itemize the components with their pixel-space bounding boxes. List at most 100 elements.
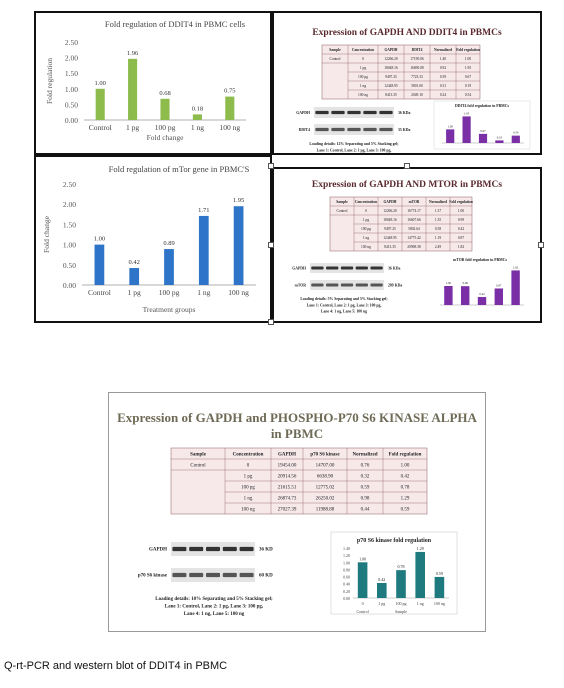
table-cell: 0.59 — [401, 507, 410, 512]
mini-data-label: 0.54 — [513, 131, 519, 135]
x-tick-label: 1 pg — [128, 288, 141, 297]
y-tick-label: 0.50 — [63, 261, 76, 270]
gapdh-mtor-figure: Expression of GAPDH AND MTOR in PBMCs Sam… — [292, 180, 531, 316]
table-cell: Control — [337, 209, 348, 213]
mini-group-label: Sample — [395, 609, 407, 614]
blot-band — [331, 110, 345, 115]
y-axis-label: Fold regulation — [45, 58, 54, 104]
mini-bar — [494, 288, 503, 305]
mini-data-label: 0.59 — [436, 571, 443, 576]
mini-x-tick: 1 pg — [378, 601, 385, 606]
table-cell: 21615.51 — [278, 485, 297, 490]
table-cell: 27027.39 — [278, 507, 297, 512]
mini-x-tick: 100 pg — [396, 601, 407, 606]
blot-label: p70 S6 kinase — [138, 574, 168, 579]
mini-data-label: 1.00 — [359, 556, 366, 561]
mini-data-label: 1.82 — [513, 265, 519, 269]
x-tick-label: 1 ng — [191, 123, 204, 132]
x-axis-label: Treatment groups — [143, 305, 196, 314]
table-cell: 0 — [362, 57, 364, 61]
data-label: 0.42 — [129, 259, 140, 266]
table-cell: 12266.20 — [384, 57, 398, 61]
table-cell: 9497.25 — [385, 75, 397, 79]
mini-data-label: 0.19 — [497, 135, 503, 139]
table-cell: 100 ng — [361, 245, 371, 249]
mini-bar — [377, 583, 387, 598]
table-header: Normalized — [434, 48, 452, 52]
table-header: Concentration — [233, 452, 264, 457]
bar — [225, 96, 235, 120]
data-label: 0.89 — [163, 240, 174, 247]
table-header: GAPDH — [384, 200, 397, 204]
mini-bar — [444, 286, 453, 305]
table-cell: 26250.02 — [316, 496, 335, 501]
blot-band — [379, 127, 393, 132]
mini-bar — [478, 133, 488, 143]
table-cell: 0.59 — [361, 485, 370, 490]
table-header: GAPDH — [385, 48, 398, 52]
table-cell: 2.49 — [435, 245, 441, 249]
resize-handle[interactable] — [538, 242, 544, 248]
blot-band — [172, 572, 187, 578]
x-tick-label: 1 ng — [197, 288, 210, 297]
mini-data-label: 0.42 — [479, 292, 485, 296]
table-cell: 1.00 — [458, 209, 464, 213]
mini-data-label: 1.00 — [446, 281, 452, 285]
data-label: 1.96 — [127, 50, 139, 57]
figure-title: Expression of GAPDH AND MTOR in PBMCs — [312, 180, 502, 190]
table-header: Concentration — [352, 48, 374, 52]
blot-band — [206, 546, 220, 552]
mini-x-tick: 1 ng — [417, 601, 424, 606]
table-header: Sample — [336, 200, 348, 204]
blot-size: 36 KDa — [398, 111, 410, 115]
table-cell: 17190.06 — [410, 57, 424, 61]
table-cell: 11988.88 — [316, 507, 335, 512]
table-cell: 1.40 — [440, 57, 446, 61]
resize-handle[interactable] — [268, 163, 274, 169]
table-cell: 0.42 — [401, 474, 410, 479]
y-tick-label: 2.50 — [63, 180, 76, 189]
data-label: 1.71 — [198, 207, 209, 214]
table-cell: 7723.33 — [411, 75, 423, 79]
figure-caption: Q-rt-PCR and western blot of DDIT4 in PB… — [4, 660, 228, 672]
y-tick-label: 0.50 — [65, 100, 78, 109]
mini-data-label: 0.78 — [398, 564, 405, 569]
y-tick-label: 2.00 — [65, 54, 78, 63]
table-cell: 18048.16 — [383, 218, 397, 222]
mini-group-label: Control — [356, 609, 369, 614]
table-cell: 100 ng — [241, 507, 255, 512]
figure-title: in PBMC — [271, 426, 323, 441]
mini-data-label: 1.95 — [464, 111, 470, 115]
table-cell: 26874.73 — [278, 496, 297, 501]
resize-handle[interactable] — [404, 163, 410, 169]
table-cell: 12266.20 — [383, 209, 397, 213]
table-cell: 14775.42 — [407, 236, 421, 240]
table-cell: 0.42 — [458, 227, 464, 231]
mini-data-label: 0.87 — [496, 283, 502, 287]
blot-band — [331, 127, 345, 132]
chart-title: Fold regulation of mTor gene in PBMC'S — [109, 164, 250, 174]
mini-y-tick: 0.80 — [343, 567, 350, 572]
data-label: 0.75 — [224, 88, 235, 95]
blot-band — [326, 283, 339, 287]
loading-details: Loading details: 10% Separating and 5% S… — [155, 597, 273, 602]
blot-band — [189, 546, 204, 552]
blot-band — [340, 283, 354, 287]
data-label: 1.00 — [95, 80, 106, 87]
data-label: 1.00 — [94, 236, 105, 243]
mini-y-tick: 1.40 — [343, 546, 350, 551]
table-cell: 0.32 — [361, 474, 370, 479]
mini-chart-frame — [330, 531, 458, 615]
blot-band — [326, 266, 339, 270]
table-cell: 0.59 — [440, 75, 446, 79]
table-cell: 1.29 — [401, 496, 410, 501]
resize-handle[interactable] — [268, 319, 274, 325]
y-tick-label: 1.00 — [63, 241, 76, 250]
blot-band — [355, 266, 368, 270]
y-tick-label: 0.00 — [63, 281, 76, 290]
table-cell: 0.76 — [361, 463, 370, 468]
mini-x-tick: 100 ng — [434, 601, 445, 606]
resize-handle[interactable] — [268, 242, 274, 248]
x-tick-label: Control — [89, 123, 112, 132]
table-cell: 100 ng — [358, 93, 368, 97]
